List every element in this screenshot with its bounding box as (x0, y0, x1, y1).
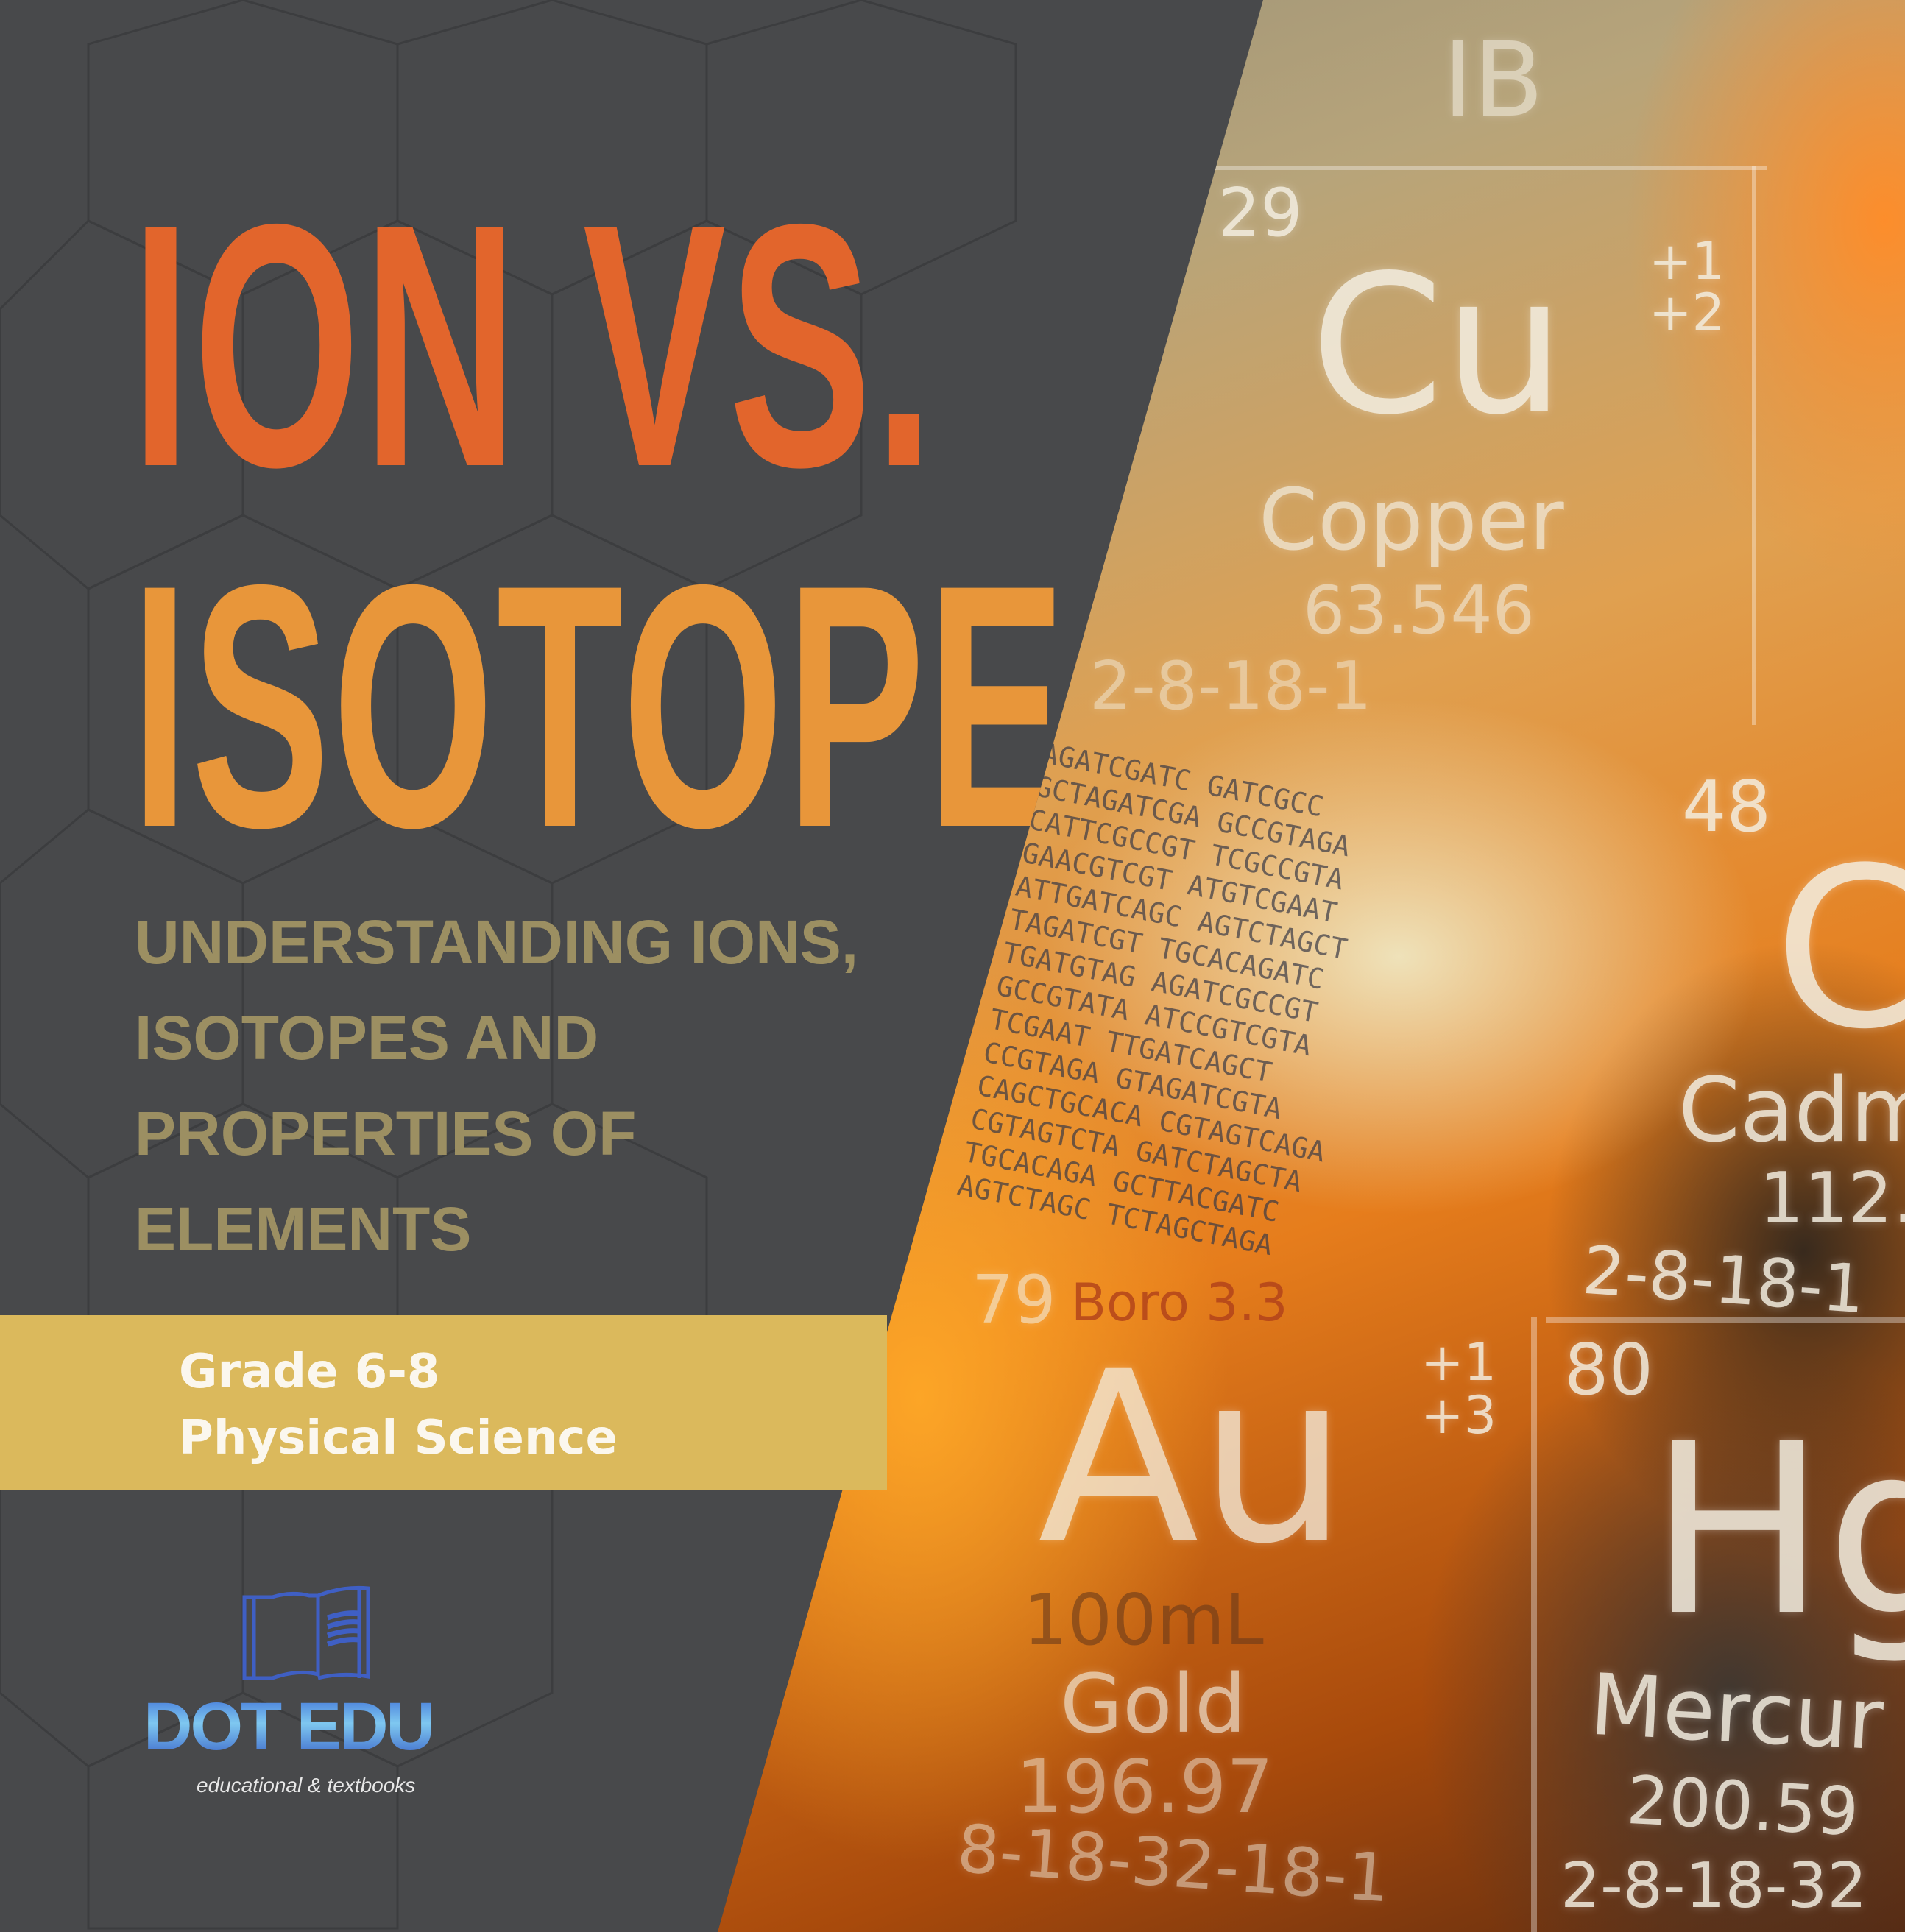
gold-symbol: Au (1038, 1322, 1349, 1596)
copper-name: Copper (1259, 471, 1564, 570)
cadmium-number: 48 (1682, 767, 1771, 848)
copper-symbol: Cu (1310, 235, 1566, 457)
group-label: IB (1443, 21, 1544, 141)
mercury-symbol: Hg (1649, 1394, 1905, 1668)
subtitle-line: ISOTOPES AND (135, 1003, 599, 1072)
grade-band: Grade 6-8 Physical Science (0, 1315, 887, 1490)
gold-name: Gold (1060, 1657, 1246, 1751)
beaker-glass-label: Boro 3.3 (1071, 1273, 1288, 1333)
title-line-1: ION VS. (131, 152, 937, 539)
gold-shells: 8-18-32-18-1 (955, 1810, 1392, 1918)
brand-tagline: educational & textbooks (197, 1774, 416, 1797)
cadmium-name: Cadm (1678, 1060, 1905, 1162)
cadmium-symbol: C (1774, 821, 1905, 1078)
publisher-logo: DOT EDU educational & textbooks (144, 1582, 475, 1803)
beaker-volume-label: 100mL (1023, 1580, 1264, 1661)
gold-number: 79 (972, 1262, 1056, 1339)
brand-name: DOT EDU (144, 1689, 435, 1764)
subject-label: Physical Science (179, 1411, 618, 1465)
cadmium-shells: 2-8-18-1 (1580, 1231, 1867, 1329)
subtitle-line: ELEMENTS (135, 1195, 472, 1264)
copper-number: 29 (1218, 174, 1303, 252)
title-line-2: ISOTOPE (131, 513, 1069, 899)
gold-charges: +1 +3 (1421, 1332, 1497, 1446)
mercury-number: 80 (1564, 1330, 1653, 1411)
copper-mass: 63.546 (1303, 572, 1535, 649)
gold-mass: 196.97 (1016, 1744, 1273, 1830)
tile-border (1531, 1317, 1537, 1932)
subtitle-line: UNDERSTANDING IONS, (135, 907, 859, 977)
copper-shells: 2-8-18-1 (1089, 648, 1372, 725)
copper-charges: +1 +2 (1649, 231, 1725, 343)
cadmium-mass: 112. (1759, 1158, 1905, 1239)
subtitle-line: PROPERTIES OF (135, 1099, 637, 1168)
tile-border (1207, 166, 1767, 170)
mercury-mass: 200.59 (1625, 1761, 1861, 1852)
mercury-name: Mercur (1587, 1655, 1886, 1770)
tile-border (1546, 1317, 1905, 1323)
grade-label: Grade 6-8 (179, 1345, 440, 1399)
tile-border (1752, 166, 1756, 725)
mercury-shells: 2-8-18-32 (1561, 1850, 1867, 1922)
open-book-icon (242, 1585, 370, 1680)
subtitle: UNDERSTANDING IONS, ISOTOPES AND PROPERT… (135, 894, 858, 1277)
